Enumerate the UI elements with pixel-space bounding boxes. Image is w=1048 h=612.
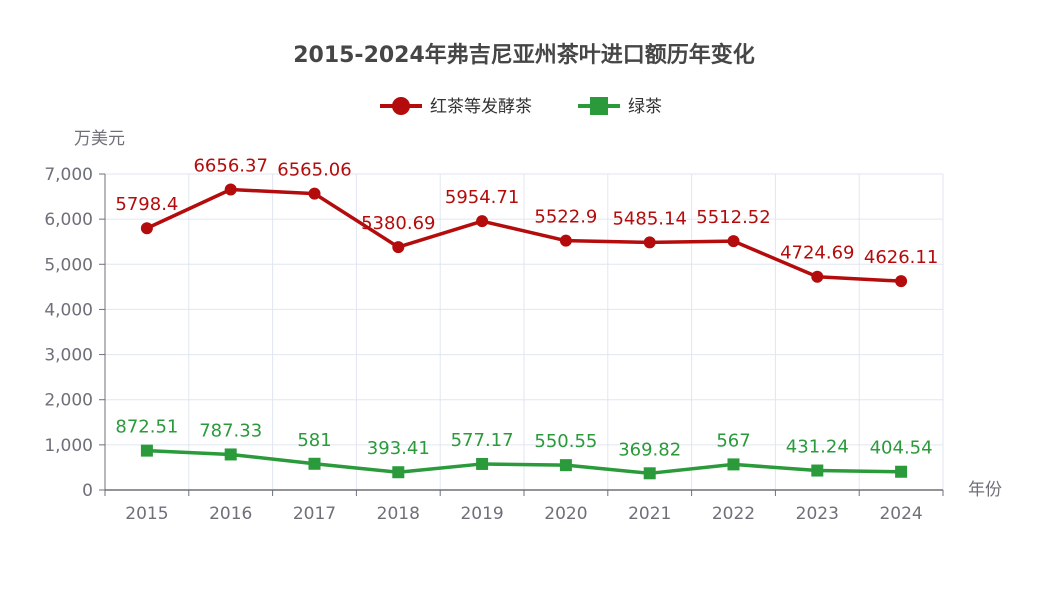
- data-point: [224, 448, 237, 461]
- data-point: [140, 444, 153, 457]
- series-green-tea: 872.51 787.33 581 393.41 577.17 550.55 369.82 5…: [115, 417, 933, 480]
- data-label: 5380.69: [361, 213, 435, 234]
- legend-label-green-tea: 绿茶: [628, 97, 662, 117]
- data-label: 550.55: [534, 431, 597, 452]
- data-label: 5522.9: [534, 207, 597, 228]
- x-tick-label: 2018: [377, 504, 420, 524]
- data-label: 872.51: [115, 417, 178, 438]
- data-point: [643, 236, 656, 249]
- data-point: [308, 187, 321, 200]
- data-label: 6565.06: [277, 160, 351, 181]
- legend-item-green-tea[interactable]: 绿茶: [578, 97, 662, 117]
- y-tick-label: 6,000: [44, 210, 93, 230]
- data-label: 5954.71: [445, 187, 519, 208]
- y-tick-label: 2,000: [44, 391, 93, 411]
- x-tick-label: 2024: [879, 504, 922, 524]
- data-point: [224, 183, 237, 196]
- x-tick-label: 2015: [125, 504, 168, 524]
- data-point: [811, 270, 824, 283]
- y-tick-label: 4,000: [44, 300, 93, 320]
- data-point: [140, 222, 153, 235]
- y-tick-label: 5,000: [44, 255, 93, 275]
- axes: [99, 173, 944, 496]
- data-point: [895, 275, 908, 288]
- x-tick-label: 2019: [460, 504, 503, 524]
- x-tick-label: 2021: [628, 504, 671, 524]
- data-label: 567: [716, 430, 750, 451]
- data-point: [392, 466, 405, 479]
- data-point: [392, 241, 405, 254]
- x-tick-label: 2020: [544, 504, 587, 524]
- data-point: [559, 234, 572, 247]
- y-axis-name: 万美元: [74, 129, 125, 149]
- x-tick-label: 2017: [293, 504, 336, 524]
- data-label: 4724.69: [780, 243, 854, 264]
- x-axis-name: 年份: [968, 480, 1002, 500]
- data-point: [727, 235, 740, 248]
- legend: 红茶等发酵茶 绿茶: [380, 97, 662, 117]
- data-point: [727, 458, 740, 471]
- data-point: [476, 457, 489, 470]
- data-label: 787.33: [199, 420, 262, 441]
- data-label: 431.24: [786, 437, 849, 458]
- data-point: [476, 215, 489, 228]
- data-label: 5485.14: [612, 208, 686, 229]
- legend-marker-green-tea: [590, 97, 608, 115]
- data-point: [811, 464, 824, 477]
- grid-lines: [105, 173, 944, 490]
- x-tick-label: 2023: [796, 504, 839, 524]
- data-label: 5798.4: [115, 194, 178, 215]
- x-tick-label: 2016: [209, 504, 252, 524]
- chart-title: 2015-2024年弗吉尼亚州茶叶进口额历年变化: [293, 42, 755, 68]
- y-tick-label: 0: [82, 481, 93, 501]
- data-label: 6656.37: [193, 156, 267, 177]
- data-label: 4626.11: [864, 247, 938, 268]
- series-line: [145, 187, 903, 283]
- data-label: 5512.52: [696, 207, 770, 228]
- data-label: 393.41: [367, 438, 430, 459]
- legend-label-black-tea: 红茶等发酵茶: [430, 97, 532, 117]
- legend-marker-black-tea: [392, 97, 410, 115]
- x-tick-label: 2022: [712, 504, 755, 524]
- data-point: [308, 457, 321, 470]
- data-point: [559, 459, 572, 472]
- data-label: 404.54: [870, 438, 933, 459]
- y-tick-label: 3,000: [44, 346, 93, 366]
- data-label: 581: [297, 430, 331, 451]
- data-label: 577.17: [451, 430, 514, 451]
- x-tick-labels: 2015 2016 2017 2018 2019 2020 2021 2022 2023 2024: [125, 504, 922, 524]
- y-tick-label: 7,000: [44, 165, 93, 185]
- series-line: [145, 448, 903, 476]
- data-label: 369.82: [618, 439, 681, 460]
- data-point: [643, 467, 656, 480]
- y-tick-labels: 0 1,000 2,000 3,000 4,000 5,000 6,000 7,000: [44, 165, 93, 501]
- data-point: [895, 465, 908, 478]
- legend-item-black-tea[interactable]: 红茶等发酵茶: [380, 97, 532, 117]
- series-black-tea: 5798.4 6656.37 6565.06 5380.69 5954.71 5522.9…: [115, 156, 938, 288]
- y-tick-label: 1,000: [44, 436, 93, 456]
- series-layer: 5798.4 6656.37 6565.06 5380.69 5954.71 5522.9…: [115, 156, 938, 480]
